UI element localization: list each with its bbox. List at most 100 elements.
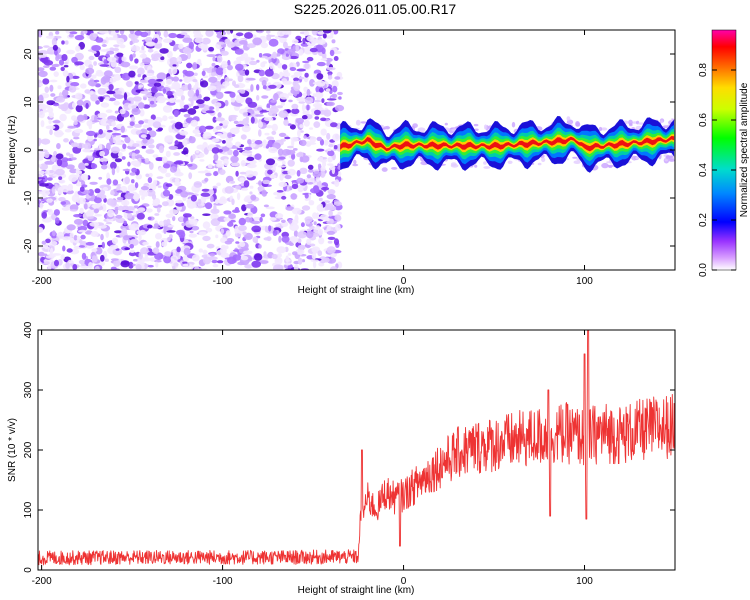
noise-speckle [174, 177, 180, 183]
noise-speckle [214, 102, 222, 108]
noise-speckle [82, 219, 89, 227]
snr-x-tick-label: 100 [576, 576, 593, 587]
noise-speckle [98, 194, 107, 200]
noise-speckle [66, 164, 75, 170]
noise-speckle [154, 37, 158, 44]
noise-speckle [263, 204, 269, 208]
noise-speckle [274, 224, 281, 227]
noise-speckle [243, 197, 252, 203]
noise-speckle [39, 163, 49, 170]
noise-speckle [148, 162, 154, 170]
noise-speckle [122, 143, 127, 150]
noise-speckle [129, 40, 133, 46]
spectrogram-x-tick-label: 0 [401, 276, 407, 287]
noise-speckle [324, 139, 329, 146]
noise-speckle [295, 44, 300, 52]
noise-speckle [210, 195, 214, 203]
noise-speckle [189, 230, 194, 234]
noise-speckle [281, 235, 290, 243]
noise-speckle [242, 111, 248, 117]
noise-speckle [68, 33, 74, 38]
noise-speckle [130, 160, 140, 166]
snr-data [38, 330, 675, 566]
noise-speckle [297, 231, 307, 239]
noise-speckle [69, 232, 74, 238]
noise-speckle [145, 149, 155, 154]
noise-speckle [42, 217, 52, 223]
colorbar: 0.0 0.2 0.4 0.6 0.8 Normalized spectral ampl… [698, 29, 750, 277]
noise-speckle [307, 182, 314, 185]
band-halo [444, 122, 448, 126]
noise-speckle [95, 247, 103, 255]
noise-speckle [242, 150, 253, 154]
noise-speckle [293, 230, 298, 238]
noise-speckle [126, 80, 133, 88]
noise-speckle [166, 237, 171, 242]
band-halo [507, 160, 513, 164]
noise-speckle [215, 67, 224, 76]
noise-speckle [306, 88, 311, 97]
noise-speckle [256, 59, 260, 63]
noise-speckle [258, 121, 263, 128]
noise-speckle [103, 59, 108, 65]
noise-speckle [309, 79, 315, 87]
noise-speckle [95, 71, 105, 77]
noise-speckle [289, 186, 293, 191]
noise-speckle [114, 208, 119, 215]
noise-speckle [262, 179, 271, 185]
noise-speckle [327, 189, 336, 195]
noise-speckle [244, 56, 252, 63]
noise-speckle [278, 235, 282, 243]
noise-speckle [147, 78, 157, 84]
noise-speckle [309, 127, 314, 130]
noise-speckle [77, 114, 85, 122]
noise-speckle [64, 61, 68, 65]
noise-speckle [170, 66, 178, 75]
noise-speckle [69, 209, 78, 212]
noise-speckle [220, 50, 229, 56]
noise-speckle [51, 186, 56, 194]
noise-speckle [183, 113, 191, 118]
noise-speckle [106, 90, 116, 95]
noise-speckle [266, 136, 275, 140]
noise-speckle [217, 55, 223, 63]
noise-speckle [218, 149, 223, 153]
noise-speckle [337, 91, 343, 96]
noise-speckle [45, 238, 51, 244]
noise-speckle [56, 158, 63, 167]
page-title: S225.2026.011.05.00.R17 [293, 1, 457, 17]
noise-speckle [172, 64, 177, 67]
noise-speckle [265, 125, 273, 129]
noise-speckle [97, 112, 108, 119]
noise-speckle [206, 68, 212, 74]
noise-speckle [281, 160, 286, 166]
noise-speckle [282, 41, 288, 49]
noise-speckle [249, 191, 253, 195]
noise-speckle [200, 80, 209, 88]
noise-speckle [261, 95, 269, 99]
noise-speckle [330, 122, 338, 128]
noise-speckle [244, 216, 253, 223]
noise-speckle [154, 259, 162, 263]
noise-speckle [160, 56, 165, 61]
noise-speckle [309, 136, 317, 143]
noise-speckle [175, 88, 184, 97]
noise-speckle [139, 50, 146, 54]
noise-speckle [326, 194, 336, 200]
noise-speckle [38, 251, 45, 257]
noise-speckle [44, 86, 50, 93]
noise-speckle [259, 216, 263, 223]
band-halo [381, 167, 388, 172]
noise-speckle [297, 151, 304, 158]
noise-speckle [306, 238, 312, 245]
noise-speckle [250, 194, 257, 201]
snr-y-axis-label: SNR (10 * v/v) [7, 418, 18, 482]
noise-speckle [141, 195, 145, 201]
noise-speckle [51, 241, 58, 246]
colorbar-tick-label: 0.0 [698, 263, 709, 277]
noise-speckle [215, 105, 220, 112]
noise-speckle [203, 75, 209, 78]
noise-speckle [320, 166, 326, 172]
noise-speckle [331, 80, 339, 88]
noise-speckle [326, 132, 331, 140]
